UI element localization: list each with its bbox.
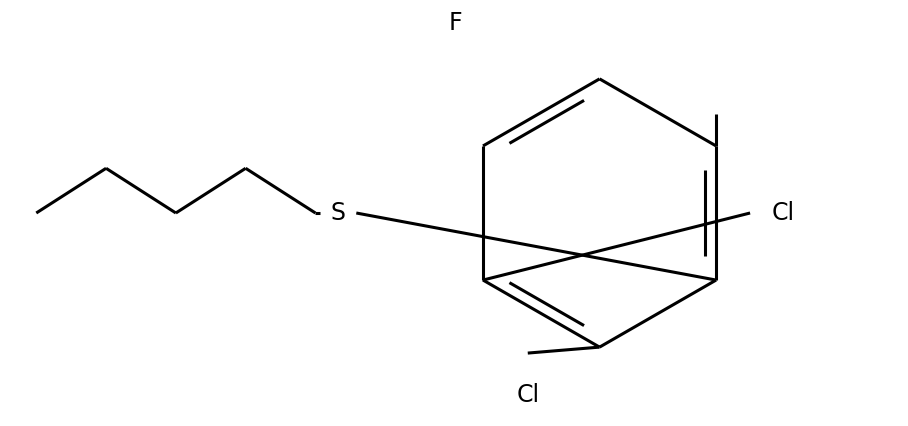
Text: F: F — [449, 11, 462, 35]
Text: Cl: Cl — [772, 201, 795, 225]
Text: S: S — [331, 201, 346, 225]
Text: Cl: Cl — [517, 383, 539, 407]
